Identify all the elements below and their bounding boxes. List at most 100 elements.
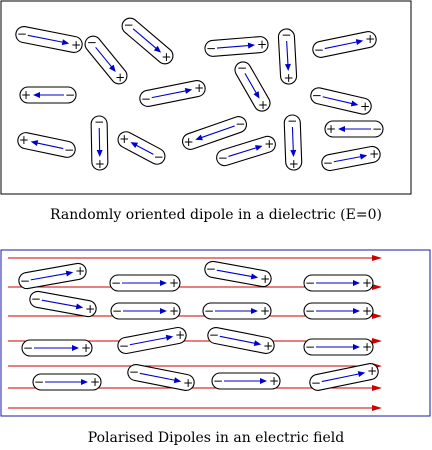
arrowhead-icon [33,92,40,98]
dipole-moment-arrow [132,28,158,50]
random-dipole-9: −+ [234,61,271,112]
minus-sign: − [17,27,27,41]
plus-sign: + [362,340,372,354]
arrowhead-icon [153,45,162,53]
dipole-moment-arrow [27,34,65,44]
minus-sign: − [305,276,315,290]
polarised-dipole-6: − + [110,302,181,320]
random-dipole-7: −+ [19,86,77,104]
random-dipole-5: −+ [277,28,298,85]
minus-sign: − [206,42,216,56]
field-arrowhead-icon [372,405,382,411]
minus-sign: − [323,156,333,170]
plus-sign: + [21,88,31,102]
polarised-dipole-8: − + [303,302,374,320]
arrowhead-icon [72,345,79,351]
plus-sign: + [184,135,194,149]
polarised-dipole-12: − + [303,338,374,356]
dipole-moment-arrow [324,41,359,50]
field-arrowhead-icon [372,338,382,344]
minus-sign: − [281,28,291,42]
plus-sign: + [183,376,193,390]
arrowhead-icon [253,91,260,99]
dipole-moment-arrow [35,142,64,150]
plus-sign: + [19,133,29,147]
polarised-dipole-9: − + [21,339,93,357]
minus-sign: − [206,262,216,276]
random-dipole-14: −+ [182,116,247,150]
arrowhead-icon [359,153,368,160]
minus-sign: − [64,143,74,157]
minus-sign: − [372,122,382,136]
arrowhead-icon [353,344,360,350]
arrowhead-icon [253,340,262,347]
plus-sign: + [369,147,379,161]
arrowhead-icon [247,42,256,49]
dipole-moment-arrow [30,272,69,281]
random-dipole-17: −+ [324,120,384,138]
arrowhead-icon [96,149,103,158]
arrowhead-icon [355,39,364,45]
random-dipole-6: −+ [312,31,377,58]
arrowhead-icon [184,87,193,94]
plus-sign: + [115,70,125,84]
plus-sign: + [326,122,336,136]
dipole-moment-arrow [216,269,254,278]
plus-sign: + [71,38,81,52]
random-dipole-16: −+ [283,114,303,171]
field-arrowhead-icon [372,313,382,319]
polarised-dipole-1: −+ [18,262,87,290]
minus-sign: − [209,328,219,342]
polarised-dipole-15: − + [211,372,281,390]
arrowhead-icon [109,64,116,72]
arrowhead-icon [357,371,366,377]
polarised-dipole-13: − + [32,373,102,391]
random-dipole-1: −+ [15,25,83,54]
arrowhead-icon [284,63,291,72]
dipole-moment-arrow [333,155,363,163]
random-dipole-3: −+ [121,17,174,65]
plus-sign: + [175,328,185,342]
dipole-moment-arrow [95,46,114,69]
minus-sign: − [237,61,247,75]
field-arrowhead-icon [372,284,382,290]
plus-sign: + [90,375,100,389]
plus-sign: + [362,276,372,290]
polarised-dipoles-box [0,249,431,417]
dipole-moment-arrow [291,126,294,153]
random-dipole-15: −+ [216,135,276,167]
plus-sign: + [169,276,179,290]
arrowhead-icon [65,270,74,277]
plus-sign: + [365,32,375,46]
minus-sign: − [213,374,223,388]
polarised-dipole-3: −+ [204,260,272,288]
plus-sign: + [264,137,274,151]
random-dipole-10: −+ [310,87,372,115]
plus-sign: + [362,304,372,318]
dipole-moment-arrow [244,73,258,95]
dipole-moment-arrow [322,96,354,105]
arrowhead-icon [353,280,360,286]
arrowhead-icon [250,273,259,280]
minus-sign: − [31,292,41,306]
plus-sign: + [289,157,299,171]
minus-sign: − [20,274,30,288]
minus-sign: − [235,117,245,131]
arrowhead-icon [350,100,359,107]
plus-sign: + [75,264,85,278]
plus-sign: + [360,100,370,114]
plus-sign: + [119,132,129,146]
polarised-dipole-10: −+ [117,326,187,355]
plus-sign: + [95,157,105,171]
plus-sign: + [169,304,179,318]
minus-sign: − [218,151,228,165]
arrowhead-icon [290,149,297,158]
minus-sign: − [314,43,324,57]
polarised-dipoles-group: −+− +−+ − +−+ − + − + − +− + −+ −+ − +− +−+ − + −+ [18,260,379,392]
polarised-dipole-16: −+ [309,363,379,391]
plus-sign: + [263,339,273,353]
minus-sign: − [305,304,315,318]
dipole-moment-arrow [199,125,235,139]
plus-sign: + [257,37,267,51]
